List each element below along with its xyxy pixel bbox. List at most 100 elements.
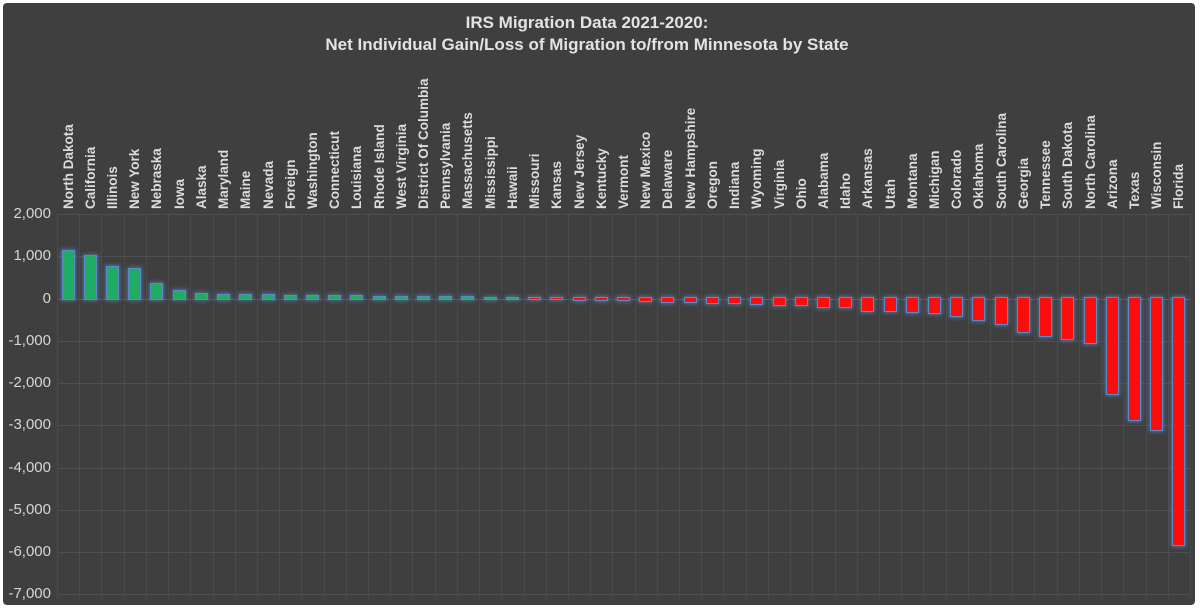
vertical-gridline [1123,215,1125,598]
bar-new-hampshire[interactable] [683,297,697,304]
bar-iowa[interactable] [172,289,186,300]
x-label-utah: Utah [882,179,898,209]
bar-colorado[interactable] [950,297,964,317]
x-label-alaska: Alaska [193,165,209,209]
bar-wyoming[interactable] [750,297,764,306]
bar-north-dakota[interactable] [61,249,75,300]
y-axis-tick--1,000: -1,000 [8,331,51,349]
bar-georgia[interactable] [1016,297,1030,333]
bar-south-dakota[interactable] [1061,297,1075,341]
vertical-gridline [323,215,325,598]
x-label-iowa: Iowa [171,178,187,209]
x-label-california: California [82,146,98,209]
bar-oregon[interactable] [705,297,719,305]
x-label-alabama: Alabama [815,152,831,209]
bar-vermont[interactable] [617,297,630,302]
bar-massachusetts[interactable] [461,296,475,300]
bar-idaho[interactable] [839,297,853,309]
bar-foreign[interactable] [283,294,297,300]
x-label-hawaii: Hawaii [504,166,520,209]
bar-mississippi[interactable] [483,296,497,300]
bar-west-virginia[interactable] [394,295,408,300]
vertical-gridline [723,215,725,598]
bar-montana[interactable] [905,297,919,314]
x-label-nebraska: Nebraska [149,148,165,209]
vertical-gridline [1012,215,1014,598]
bar-wisconsin[interactable] [1150,297,1164,432]
bar-nebraska[interactable] [150,282,164,300]
vertical-gridline [190,215,192,598]
bar-new-jersey[interactable] [572,297,586,301]
x-label-nevada: Nevada [260,160,276,209]
x-label-new-york: New York [127,148,143,209]
vertical-gridline [79,215,81,598]
bar-ohio[interactable] [794,297,808,307]
y-axis-tick--6,000: -6,000 [8,543,51,561]
bar-nevada[interactable] [261,294,275,300]
bar-louisiana[interactable] [350,295,364,300]
vertical-gridline [1034,215,1036,598]
bar-florida[interactable] [1172,297,1186,547]
vertical-gridline [856,215,858,598]
vertical-gridline [412,215,414,598]
x-label-foreign: Foreign [282,159,298,210]
vertical-gridline [812,215,814,598]
bar-tennessee[interactable] [1039,297,1053,337]
x-label-colorado: Colorado [949,149,965,209]
x-label-connecticut: Connecticut [327,130,343,209]
bar-kansas[interactable] [550,297,564,301]
bar-connecticut[interactable] [328,295,342,300]
bar-north-carolina[interactable] [1083,297,1097,344]
bar-pennsylvania[interactable] [439,296,453,300]
bar-alaska[interactable] [194,293,208,300]
x-label-michigan: Michigan [927,150,943,209]
bar-california[interactable] [83,254,97,300]
x-label-north-dakota: North Dakota [60,124,76,209]
x-label-kentucky: Kentucky [593,148,609,209]
bar-kentucky[interactable] [594,297,608,302]
bar-texas[interactable] [1127,297,1141,421]
bar-delaware[interactable] [661,297,675,303]
bar-maryland[interactable] [217,293,231,300]
y-axis-tick-1,000: 1,000 [13,247,51,265]
vertical-gridline [390,215,392,598]
x-label-vermont: Vermont [616,154,631,209]
vertical-gridline [878,215,880,598]
bar-alabama[interactable] [816,297,830,308]
bar-oklahoma[interactable] [972,297,986,321]
x-label-georgia: Georgia [1015,157,1031,209]
bar-illinois[interactable] [106,265,120,300]
y-axis-tick-2,000: 2,000 [13,204,51,222]
bar-utah[interactable] [883,297,897,313]
bar-missouri[interactable] [528,297,542,301]
vertical-gridline [279,215,281,598]
vertical-gridline [923,215,925,598]
x-label-arkansas: Arkansas [860,148,876,209]
vertical-gridline [456,215,458,598]
x-label-florida: Florida [1171,163,1187,209]
chart-title-line1: IRS Migration Data 2021-2020: [465,13,709,32]
x-label-oklahoma: Oklahoma [971,143,987,209]
bar-indiana[interactable] [728,297,742,305]
x-label-mississippi: Mississippi [482,136,498,209]
x-label-indiana: Indiana [727,161,743,209]
x-label-oregon: Oregon [704,160,720,209]
vertical-gridline [679,215,681,598]
bar-virginia[interactable] [772,297,786,306]
bar-new-mexico[interactable] [639,297,653,302]
bar-arizona[interactable] [1105,297,1119,395]
bar-arkansas[interactable] [861,297,875,312]
y-axis-tick--4,000: -4,000 [8,458,51,476]
bar-new-york[interactable] [128,267,142,300]
bar-maine[interactable] [239,294,253,300]
bar-michigan[interactable] [928,297,942,315]
bar-washington[interactable] [305,294,319,300]
vertical-gridline [234,215,236,598]
bar-south-carolina[interactable] [994,297,1008,326]
bar-district-of-columbia[interactable] [417,295,431,300]
bar-rhode-island[interactable] [372,295,386,300]
x-label-delaware: Delaware [660,149,676,209]
x-label-district-of-columbia: District Of Columbia [416,78,432,209]
bar-hawaii[interactable] [505,297,519,300]
x-label-maine: Maine [238,170,254,209]
